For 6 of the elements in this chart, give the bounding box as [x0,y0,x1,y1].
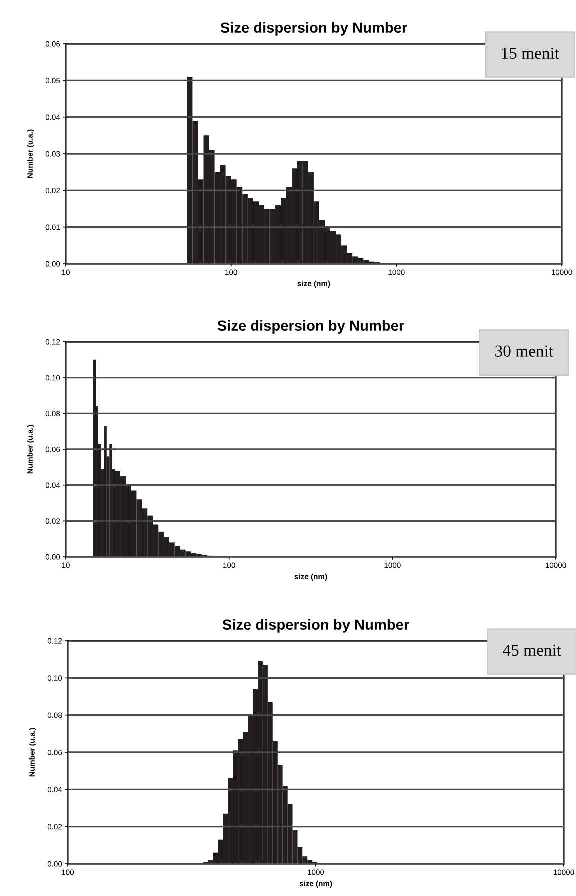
chart-title: Size dispersion by Number [222,619,410,633]
annotation: 45 menit [503,644,562,656]
annotation: 15 menit [502,48,560,60]
annotation: 30 menit [496,346,554,357]
chart-title: Size dispersion by Number [220,22,408,36]
chart-title: Size dispersion by Number [218,320,404,334]
